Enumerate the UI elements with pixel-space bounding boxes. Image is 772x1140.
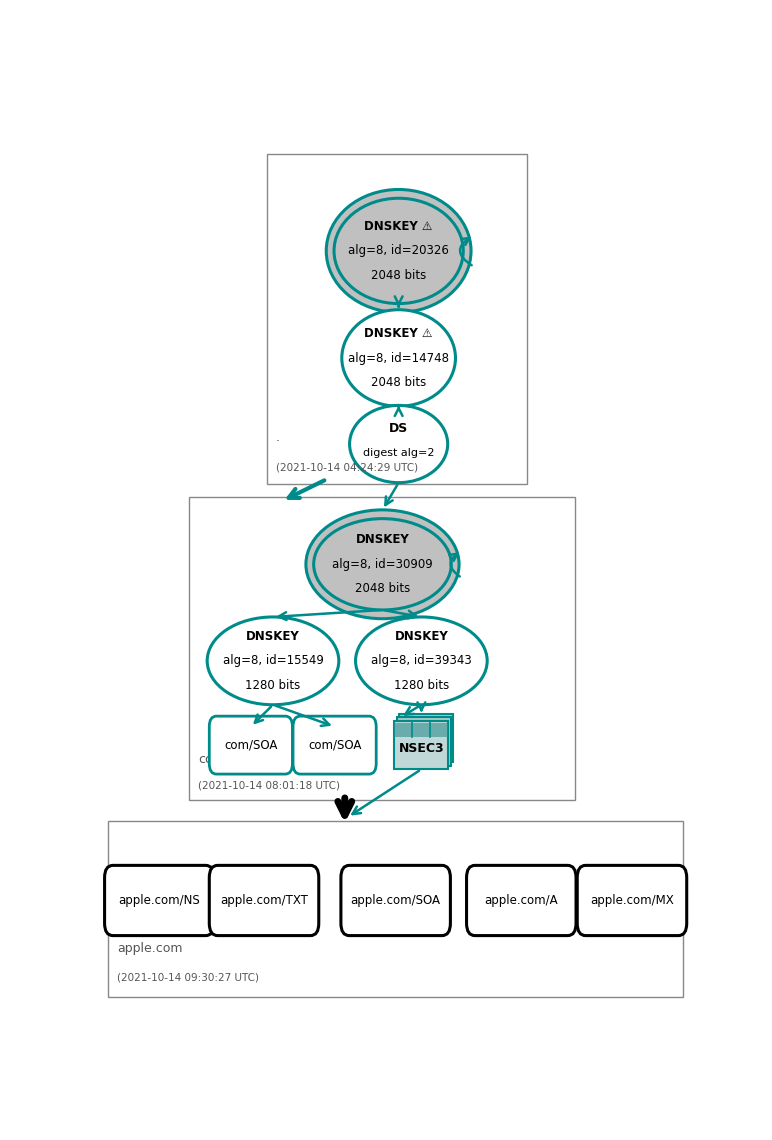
Text: alg=8, id=20326: alg=8, id=20326 xyxy=(348,244,449,258)
FancyBboxPatch shape xyxy=(466,865,576,936)
FancyBboxPatch shape xyxy=(399,714,453,763)
Ellipse shape xyxy=(356,617,487,705)
FancyBboxPatch shape xyxy=(104,865,214,936)
FancyBboxPatch shape xyxy=(397,717,451,766)
FancyBboxPatch shape xyxy=(209,865,319,936)
Text: NSEC3: NSEC3 xyxy=(398,742,444,755)
Text: com/SOA: com/SOA xyxy=(308,739,361,751)
Text: 1280 bits: 1280 bits xyxy=(394,679,449,692)
Text: DNSKEY ⚠: DNSKEY ⚠ xyxy=(364,220,433,233)
Text: com: com xyxy=(198,754,225,766)
Text: 2048 bits: 2048 bits xyxy=(371,376,426,389)
Ellipse shape xyxy=(207,617,339,705)
Text: alg=8, id=15549: alg=8, id=15549 xyxy=(222,654,323,667)
FancyBboxPatch shape xyxy=(341,865,450,936)
Text: alg=8, id=14748: alg=8, id=14748 xyxy=(348,351,449,365)
FancyBboxPatch shape xyxy=(209,716,293,774)
Text: DNSKEY: DNSKEY xyxy=(246,629,300,643)
FancyBboxPatch shape xyxy=(577,865,687,936)
Text: apple.com/SOA: apple.com/SOA xyxy=(350,894,441,907)
FancyBboxPatch shape xyxy=(108,822,683,998)
Ellipse shape xyxy=(350,406,448,482)
FancyBboxPatch shape xyxy=(189,497,575,799)
Text: DNSKEY: DNSKEY xyxy=(394,629,449,643)
FancyBboxPatch shape xyxy=(293,716,376,774)
Text: DNSKEY: DNSKEY xyxy=(356,534,409,546)
Text: .: . xyxy=(276,431,280,443)
Text: DNSKEY ⚠: DNSKEY ⚠ xyxy=(364,327,433,340)
Ellipse shape xyxy=(342,310,455,406)
Text: 1280 bits: 1280 bits xyxy=(245,679,300,692)
Text: apple.com/NS: apple.com/NS xyxy=(118,894,200,907)
Text: digest alg=2: digest alg=2 xyxy=(363,448,435,458)
Text: DS: DS xyxy=(389,422,408,434)
Text: apple.com: apple.com xyxy=(117,942,183,955)
Ellipse shape xyxy=(306,510,459,619)
Text: apple.com/TXT: apple.com/TXT xyxy=(220,894,308,907)
Text: 2048 bits: 2048 bits xyxy=(371,269,426,282)
FancyBboxPatch shape xyxy=(394,720,449,770)
Text: apple.com/MX: apple.com/MX xyxy=(590,894,674,907)
Text: alg=8, id=30909: alg=8, id=30909 xyxy=(332,557,433,571)
Text: alg=8, id=39343: alg=8, id=39343 xyxy=(371,654,472,667)
Ellipse shape xyxy=(313,519,452,610)
FancyBboxPatch shape xyxy=(394,723,449,736)
Text: (2021-10-14 08:01:18 UTC): (2021-10-14 08:01:18 UTC) xyxy=(198,781,340,791)
Text: 2048 bits: 2048 bits xyxy=(355,583,410,595)
Ellipse shape xyxy=(334,198,463,303)
Text: (2021-10-14 09:30:27 UTC): (2021-10-14 09:30:27 UTC) xyxy=(117,974,259,983)
Ellipse shape xyxy=(327,189,471,312)
FancyBboxPatch shape xyxy=(267,154,527,483)
Text: (2021-10-14 04:24:29 UTC): (2021-10-14 04:24:29 UTC) xyxy=(276,463,418,473)
Text: com/SOA: com/SOA xyxy=(224,739,278,751)
Text: apple.com/A: apple.com/A xyxy=(485,894,558,907)
